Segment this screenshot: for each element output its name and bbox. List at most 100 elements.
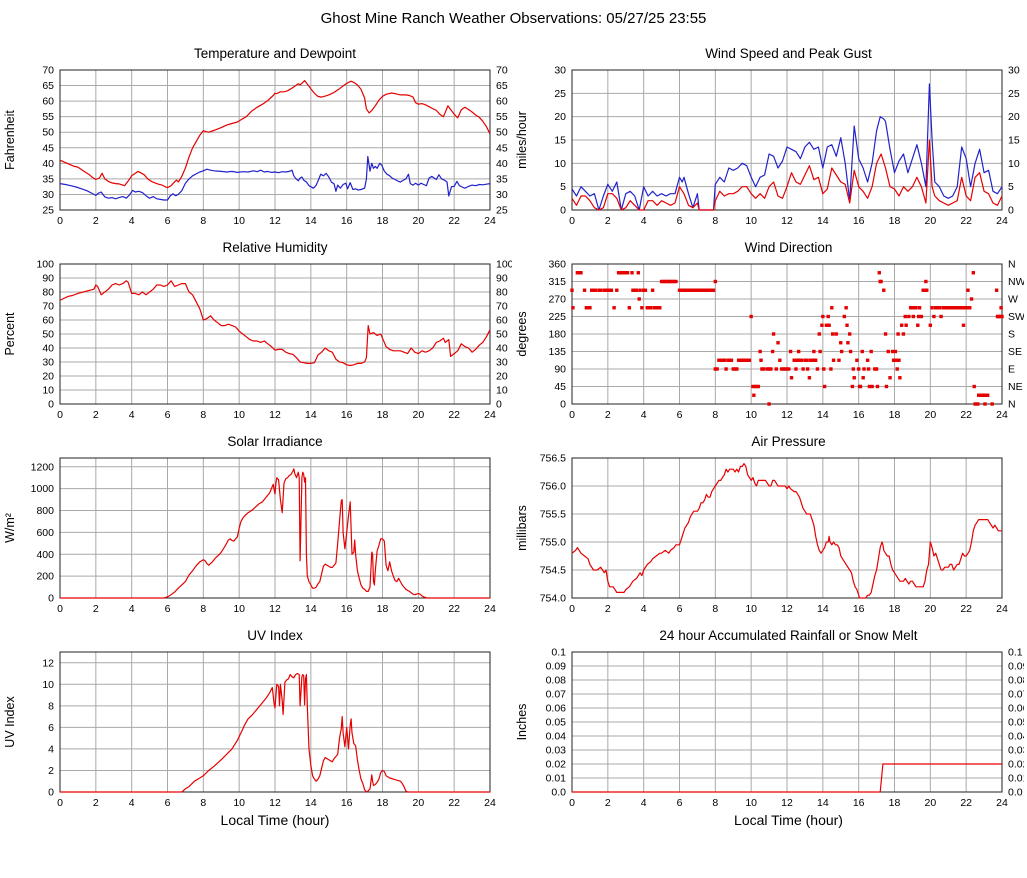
svg-text:16: 16 [341,797,353,809]
svg-text:90: 90 [554,364,566,376]
svg-text:0: 0 [560,205,566,217]
svg-text:20: 20 [1008,111,1020,123]
svg-text:SE: SE [1008,346,1022,358]
x-axis-label-right: Local Time (hour) [734,812,843,828]
svg-text:4: 4 [641,409,647,421]
svg-text:20: 20 [412,409,424,421]
rainfall-chart: 0246810121416182022240.00.00.010.010.020… [515,647,1024,810]
svg-text:0: 0 [569,797,575,809]
svg-text:6: 6 [165,409,171,421]
svg-text:6: 6 [165,215,171,227]
chart-title-wind-speed-gust: Wind Speed and Peak Gust [705,46,872,61]
svg-text:30: 30 [554,65,566,77]
tick-labels: 0 2 4 6 8 10 12 14 16 18 20 22 240200400600800100012… [31,461,496,615]
chart-title-rainfall: 24 hour Accumulated Rainfall or Snow Mel… [659,628,918,643]
svg-text:15: 15 [554,135,566,147]
chart-panel-rainfall: 24 hour Accumulated Rainfall or Snow Mel… [512,626,1027,832]
chart-panel-wind-direction: Wind Direction 0 2 4 6 8 10 12 14 16 18 20 22 24 0 N 45… [512,238,1027,422]
svg-text:0: 0 [569,603,575,615]
y-axis-label: UV Index [3,696,17,748]
svg-text:225: 225 [548,311,566,323]
svg-text:22: 22 [448,603,460,615]
svg-text:756.0: 756.0 [540,481,566,493]
svg-text:60: 60 [42,315,54,327]
svg-text:8: 8 [712,797,718,809]
svg-text:18: 18 [377,603,389,615]
svg-text:0.0: 0.0 [551,787,566,799]
svg-text:25: 25 [496,205,508,217]
weather-dashboard: Ghost Mine Ranch Weather Observations: 0… [3,10,1027,832]
svg-text:315: 315 [548,276,566,288]
svg-text:22: 22 [960,603,972,615]
svg-text:2: 2 [605,409,611,421]
svg-text:20: 20 [412,797,424,809]
svg-text:755.0: 755.0 [540,537,566,549]
svg-text:0.03: 0.03 [1008,745,1024,757]
svg-text:25: 25 [1008,88,1020,100]
svg-text:40: 40 [496,343,508,355]
svg-text:18: 18 [889,797,901,809]
svg-text:4: 4 [129,797,135,809]
svg-text:N: N [1008,259,1016,271]
svg-text:10: 10 [554,158,566,170]
svg-text:70: 70 [496,301,508,313]
svg-text:10: 10 [745,215,757,227]
svg-text:50: 50 [42,329,54,341]
svg-text:35: 35 [42,173,54,185]
svg-text:754.5: 754.5 [540,565,566,577]
svg-text:18: 18 [889,215,901,227]
gridlines [571,651,1003,793]
svg-text:30: 30 [42,357,54,369]
svg-text:24: 24 [996,215,1008,227]
svg-text:1200: 1200 [31,461,55,473]
svg-text:25: 25 [42,205,54,217]
svg-text:45: 45 [554,381,566,393]
svg-text:18: 18 [377,215,389,227]
svg-text:6: 6 [677,215,683,227]
svg-text:50: 50 [496,329,508,341]
gridlines [59,69,491,211]
svg-text:30: 30 [1008,65,1020,77]
svg-text:8: 8 [712,409,718,421]
svg-text:2: 2 [93,409,99,421]
svg-text:0.08: 0.08 [1008,675,1024,687]
plot-border [571,457,1003,599]
svg-text:12: 12 [269,797,281,809]
svg-text:18: 18 [377,409,389,421]
svg-text:20: 20 [412,603,424,615]
svg-text:0.1: 0.1 [551,647,566,659]
svg-text:45: 45 [42,142,54,154]
tick-labels: 0246810121416182022240.00.00.010.010.020… [546,647,1024,810]
y-axis-label: W/m² [3,513,17,543]
chart-title-relative-humidity: Relative Humidity [222,240,328,255]
svg-text:0.07: 0.07 [546,689,567,701]
svg-text:0.04: 0.04 [546,731,567,743]
svg-text:8: 8 [200,215,206,227]
series-rain-accumulated [572,763,1002,793]
svg-text:8: 8 [712,603,718,615]
svg-text:180: 180 [548,329,566,341]
svg-text:2: 2 [605,215,611,227]
svg-text:12: 12 [781,409,793,421]
svg-text:22: 22 [448,215,460,227]
svg-text:15: 15 [1008,135,1020,147]
svg-text:8: 8 [200,797,206,809]
series-uv [60,672,490,793]
svg-text:0: 0 [57,603,63,615]
svg-text:45: 45 [496,142,508,154]
svg-text:0.1: 0.1 [1008,647,1023,659]
svg-text:80: 80 [42,287,54,299]
svg-text:70: 70 [496,65,508,77]
svg-text:0.01: 0.01 [546,773,567,785]
svg-text:6: 6 [677,797,683,809]
svg-text:2: 2 [93,215,99,227]
svg-text:0: 0 [560,399,566,411]
svg-text:0: 0 [48,787,54,799]
y-axis-label: miles/hour [515,111,529,169]
svg-text:24: 24 [996,409,1008,421]
svg-text:10: 10 [233,215,245,227]
series-dewpoint [59,155,491,201]
